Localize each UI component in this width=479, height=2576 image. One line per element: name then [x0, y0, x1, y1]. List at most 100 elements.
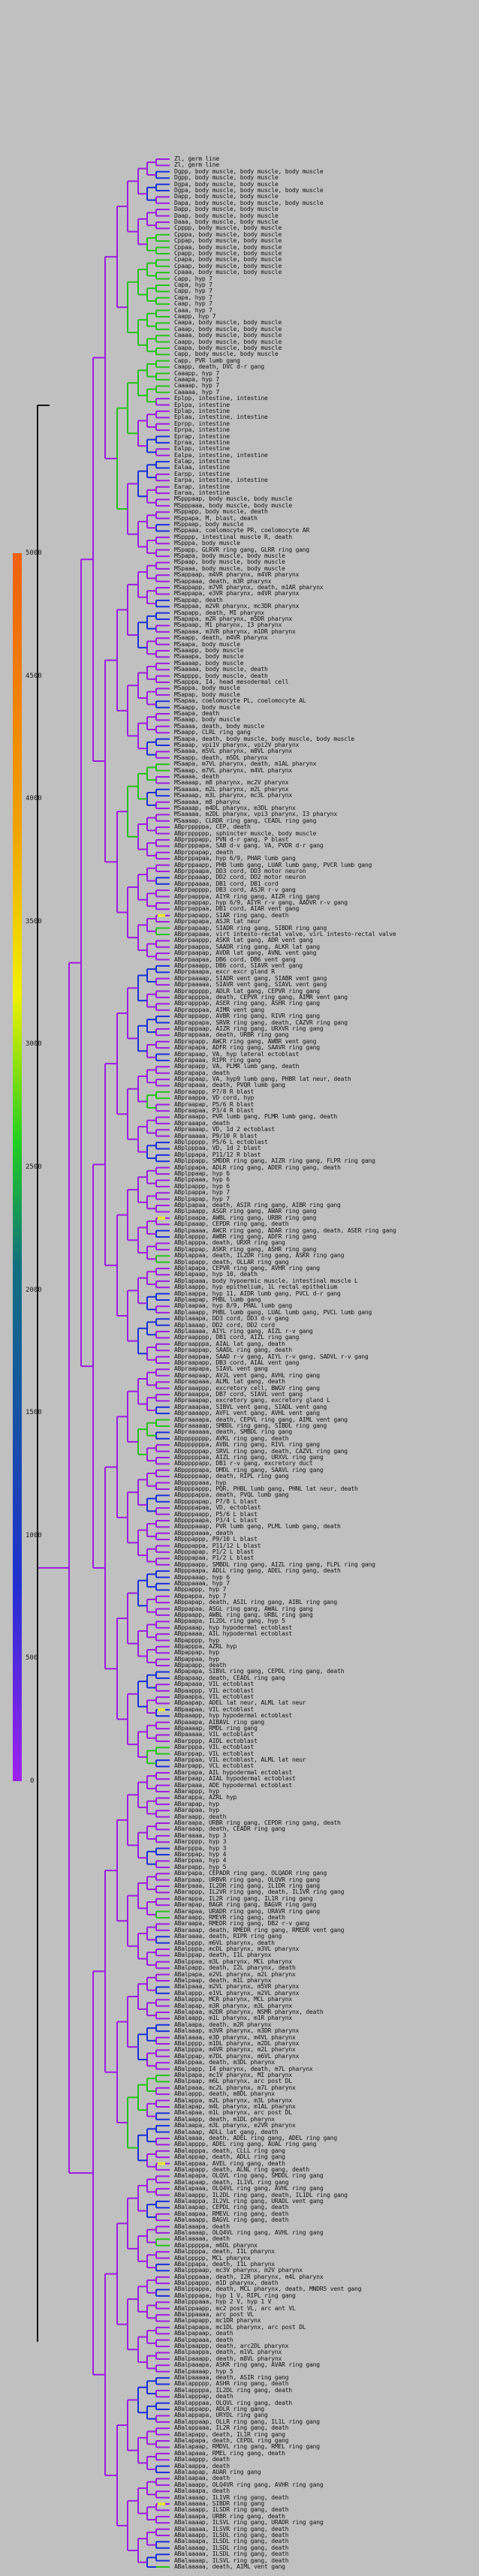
leaf-label: MSappaa, m2VR pharynx, mc3DR pharynx [174, 603, 300, 610]
leaf-label: ABpapaap, death, CEADL ring gang [174, 1674, 285, 1681]
leaf-label: ABpraapppa, AIAL lat gang, death [174, 1340, 285, 1347]
leaf-label: ABprapaaa, death, PVQR lumb gang [174, 1082, 285, 1089]
leaf-label: ABprpapppa, AIYR ring gang, AIZR ring ga… [174, 892, 320, 900]
leaf-label: MSaapa, body muscle [174, 640, 240, 648]
leaf-label: Eprpa, intestine [174, 426, 230, 434]
leaf-label: ABplappaa, death, IL2DR ring gang, ASKR … [174, 1252, 345, 1259]
leaf-label: Caapa, body muscle, body muscle [174, 344, 282, 351]
leaf-label: ABalppappa, death, MCL pharynx, death, M… [174, 2286, 362, 2293]
leaf-label: ABalapppp, ADEL ring gang, AUAL ring gan… [174, 2141, 317, 2148]
highlight-marker [158, 913, 165, 917]
leaf-label: ABalppap, m7DL pharynx, m6VL pharynx [174, 2052, 300, 2060]
leaf-label: ABpaappp, VIL ectoblast [174, 1687, 255, 1694]
leaf-label: MSppaaa, coelomocyte PR, coelomocyte AR [174, 527, 310, 534]
leaf-label: ABalaaaap, ILSDL ring gang, death [174, 2544, 289, 2551]
leaf-label: ABalpaaaaa, death, ASIR ring gang [174, 2374, 289, 2382]
leaf-label: ABalpaaa, m2VL pharynx, m5VR pharynx [174, 1983, 300, 1991]
leaf-label: ABalpppp, m6VL pharynx, death [174, 1939, 275, 1946]
leaf-label: ABalaaapa, URBR ring gang, death [174, 2512, 285, 2520]
leaf-label: ABalppap, death, I1L pharynx [174, 1952, 272, 1959]
leaf-label: Caapp, body muscle, body muscle [174, 338, 282, 345]
leaf-label: Capp, body muscle, body muscle [174, 351, 279, 358]
leaf-label: ABalpapa, e2VL pharynx, m2L pharynx [174, 1970, 296, 1978]
leaf-label: Caaaap, hyp 7 [174, 382, 220, 390]
leaf-label: ABplaapaa, hyp 8/9, PHAL lumb gang [174, 1302, 292, 1310]
leaf-label: ABalpapa, mc1V pharynx, MI pharynx [174, 2071, 292, 2078]
leaf-label: ABppppaapa, P3/4 L blast [174, 1516, 258, 1524]
leaf-label: MSpaap, body muscle, body muscle [174, 558, 285, 566]
leaf-label: ABpapppa, AZRL hyp [174, 1642, 237, 1650]
leaf-label: ABprpaapap, AVDR lat gang, AVNL vent gan… [174, 949, 317, 957]
leaf-label: ABalaaaaa, death, AIML vent gang [174, 2563, 285, 2570]
leaf-label: ABalappppp, ASHR ring gang, death [174, 2380, 289, 2388]
leaf-label: MSppaap, body muscle [174, 521, 244, 528]
leaf-label: ABpraapapp, DB3 cord, AIAL vent gang [174, 1359, 300, 1366]
leaf-label: ABalaaap, m3VR pharynx, m3DR pharynx [174, 2027, 300, 2035]
leaf-label: Dgpa, body muscle, body muscle, body mus… [174, 186, 324, 194]
leaf-label: ABpppppppa, AVBL ring gang, RIVL ring ga… [174, 1441, 320, 1449]
leaf-label: ABalappppa, IL2DL ring gang, death [174, 2386, 292, 2394]
leaf-label: ABaraapp, RMEVR ring gang, death [174, 1914, 285, 1921]
leaf-label: ABaraaap, death, CEADR ring gang [174, 1825, 285, 1833]
leaf-label: MSaaaaa, m2L pharynx, m2L pharynx [174, 785, 289, 793]
scale-tick-label: 1500 [26, 1409, 42, 1417]
leaf-label: MSappap, death [174, 596, 223, 603]
leaf-label: ABaraapa, RMEDR ring gang, DB2 r-v gang [174, 1920, 310, 1927]
leaf-label: MSapppp, body muscle, death [174, 672, 268, 679]
leaf-label: ABplaaaaa, AIYL ring gang, AIZL r-v gang [174, 1328, 313, 1335]
leaf-label: ABaraapa, URBR ring gang, CEPDR ring gan… [174, 1819, 341, 1827]
leaf-label: ABprappapa, SRVR ring gang, death, CAZVR… [174, 1019, 348, 1026]
leaf-label: ABarpapp, VCL ectoblast [174, 1762, 255, 1770]
leaf-label: ABalpapapp, mc1DR pharynx [174, 2317, 261, 2325]
leaf-label: ABarapaa, hyp [174, 1807, 220, 1814]
leaf-label: ABplpaapa, AWBL ring gang, URBR ring gan… [174, 1214, 317, 1221]
leaf-label: MSapap, body muscle [174, 691, 240, 698]
leaf-label: ABprpappap, hyp 6/9, AIYR r-v gang, AADV… [174, 898, 348, 906]
leaf-label: ABprpaappa, SAADR ring gang, ALKR lat ga… [174, 943, 320, 950]
leaf-label: ABplaappa, hyp 11, AIDR lumb gang, PVCL … [174, 1290, 341, 1297]
leaf-label: ABplaaapp, PHBL lumb gang, LUAL lumb gan… [174, 1308, 372, 1316]
leaf-label: ABpaaapp, hyp hypodermal ectoblast [174, 1712, 292, 1720]
leaf-label: ABplaapap, PHBL lumb gang [174, 1296, 261, 1304]
leaf-label: ABprppaapp, PHB lumb gang, LUAR lumb gan… [174, 861, 372, 868]
leaf-label: ABalpapp, I4 pharynx, death, m7L pharynx [174, 2065, 313, 2072]
leaf-label: MSpppp, intestinal muscle R, death [174, 533, 292, 540]
leaf-label: Cpppa, body muscle, body muscle [174, 230, 282, 238]
leaf-label: ABalapap, m4L pharynx, m1AL pharynx [174, 2102, 296, 2110]
leaf-label: ABpppppapa, DMDL ring gang, SAAVL ring g… [174, 1466, 324, 1473]
leaf-label: ABpraaaap, VD, 1d 2 ectoblast [174, 1126, 275, 1133]
leaf-label: ABarappp, hyp [174, 1788, 220, 1795]
leaf-label: ABaraaaa, hyp 3 [174, 1831, 227, 1839]
leaf-label: MSapppa, I4, head mesodermal cell [174, 679, 289, 686]
leaf-label: ABalppaaaa, arc post VL [174, 2311, 255, 2319]
highlight-marker [158, 1708, 165, 1711]
leaf-label: ABprappaaa, death, URBR ring gang [174, 1031, 289, 1039]
leaf-label: MSpapa, body muscle, body muscle [174, 552, 285, 560]
leaf-label: MSppapa, M, blast, death [174, 514, 258, 522]
leaf-label: ABpraaapp, PVR lumb gang, PLMR lumb gang… [174, 1113, 337, 1121]
scale-tick-label: 3500 [26, 917, 42, 925]
leaf-label: ABpppappa, P11/12 L blast [174, 1542, 261, 1549]
leaf-label: ABalaaaaa, death [174, 2235, 230, 2243]
leaf-label: ABpaaaaa, VIL ectoblast [174, 1731, 255, 1738]
leaf-label: ABarpaaa, IL2DR ring gang, IL1DR ring ga… [174, 1882, 320, 1890]
leaf-label: Ealaa, intestine [174, 464, 230, 471]
leaf-label: Dapa, body muscle, body muscle, body mus… [174, 199, 324, 206]
leaf-label: ABalpppppa, m6DL pharynx [174, 2241, 258, 2249]
leaf-label: ABalpapapa, mc1DL pharynx, arc post DL [174, 2323, 306, 2331]
scale-tick-label: 500 [26, 1654, 38, 1663]
leaf-label: ABalaaaaa, ILSDL ring gang, death [174, 2550, 289, 2558]
leaf-label: Zl, germ line [174, 161, 220, 169]
leaf-label: ABalpaap, death, m1L pharynx [174, 1976, 272, 1984]
leaf-label: ABalaappp, death [174, 2456, 230, 2463]
leaf-label: ABprappppa, death, CEPVR ring gang, AIMR… [174, 993, 348, 1001]
leaf-label: Cpaap, body muscle, body muscle [174, 262, 282, 269]
leaf-label: ABalpppp, m1DL pharynx, m2DL pharynx [174, 2039, 300, 2047]
leaf-label: Caapp, hyp 7 [174, 312, 216, 320]
leaf-label: ABpaaaap, RMDL ring gang [174, 1725, 258, 1732]
leaf-label: ABarpppp, hyp 3 [174, 1838, 227, 1846]
leaf-label: ABplppapa, ADLR ring gang, ADER ring gan… [174, 1163, 341, 1171]
leaf-label: ABalpppaaa, hyp 2 V, hyp 1 V [174, 2298, 272, 2306]
